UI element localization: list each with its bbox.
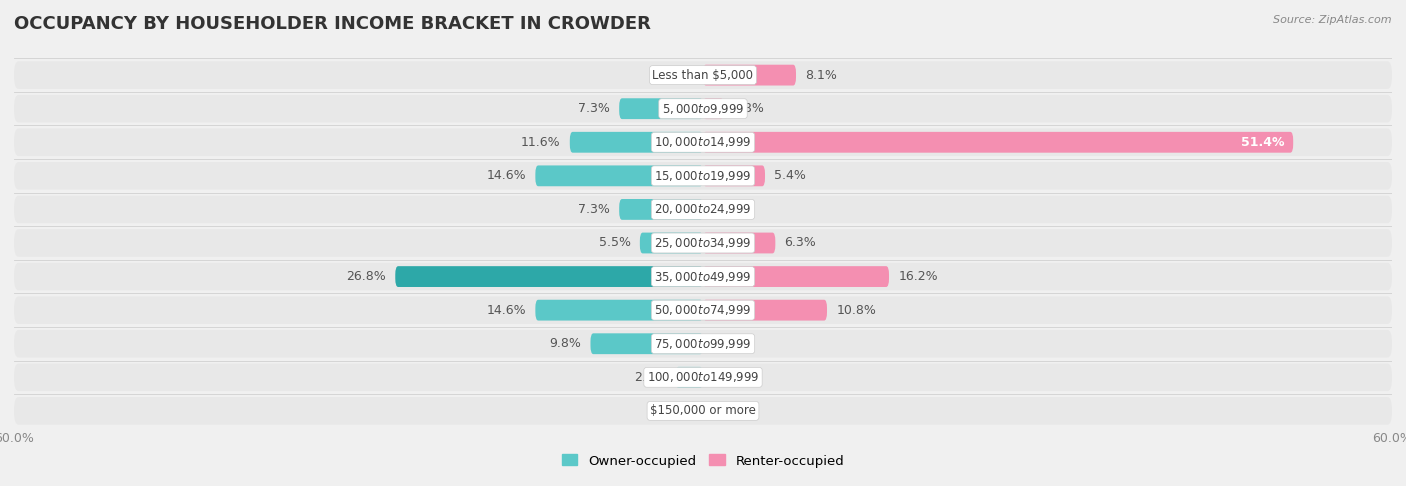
FancyBboxPatch shape: [619, 199, 703, 220]
Text: 14.6%: 14.6%: [486, 169, 526, 182]
FancyBboxPatch shape: [703, 132, 1294, 153]
Text: 51.4%: 51.4%: [1240, 136, 1284, 149]
FancyBboxPatch shape: [14, 296, 1392, 324]
FancyBboxPatch shape: [14, 128, 1392, 156]
Text: $5,000 to $9,999: $5,000 to $9,999: [662, 102, 744, 116]
Text: 9.8%: 9.8%: [550, 337, 581, 350]
Legend: Owner-occupied, Renter-occupied: Owner-occupied, Renter-occupied: [557, 449, 849, 473]
FancyBboxPatch shape: [14, 162, 1392, 190]
FancyBboxPatch shape: [703, 65, 796, 86]
Text: 11.6%: 11.6%: [522, 136, 561, 149]
Text: 0.0%: 0.0%: [662, 404, 693, 417]
FancyBboxPatch shape: [703, 165, 765, 186]
Text: 1.8%: 1.8%: [733, 102, 765, 115]
FancyBboxPatch shape: [675, 367, 703, 388]
FancyBboxPatch shape: [14, 263, 1392, 290]
Text: Source: ZipAtlas.com: Source: ZipAtlas.com: [1274, 15, 1392, 25]
Text: 7.3%: 7.3%: [578, 102, 610, 115]
Text: 16.2%: 16.2%: [898, 270, 938, 283]
FancyBboxPatch shape: [569, 132, 703, 153]
FancyBboxPatch shape: [14, 330, 1392, 358]
Text: Less than $5,000: Less than $5,000: [652, 69, 754, 82]
Text: $75,000 to $99,999: $75,000 to $99,999: [654, 337, 752, 351]
FancyBboxPatch shape: [703, 300, 827, 321]
FancyBboxPatch shape: [14, 397, 1392, 425]
FancyBboxPatch shape: [640, 233, 703, 253]
Text: 0.0%: 0.0%: [713, 371, 744, 384]
Text: 6.3%: 6.3%: [785, 237, 817, 249]
Text: 8.1%: 8.1%: [806, 69, 837, 82]
Text: OCCUPANCY BY HOUSEHOLDER INCOME BRACKET IN CROWDER: OCCUPANCY BY HOUSEHOLDER INCOME BRACKET …: [14, 15, 651, 33]
Text: 10.8%: 10.8%: [837, 304, 876, 317]
Text: 7.3%: 7.3%: [578, 203, 610, 216]
Text: $10,000 to $14,999: $10,000 to $14,999: [654, 135, 752, 149]
Text: 26.8%: 26.8%: [346, 270, 387, 283]
FancyBboxPatch shape: [536, 300, 703, 321]
FancyBboxPatch shape: [395, 266, 703, 287]
FancyBboxPatch shape: [591, 333, 703, 354]
FancyBboxPatch shape: [703, 233, 775, 253]
Text: $25,000 to $34,999: $25,000 to $34,999: [654, 236, 752, 250]
Text: 14.6%: 14.6%: [486, 304, 526, 317]
FancyBboxPatch shape: [14, 196, 1392, 223]
Text: 0.0%: 0.0%: [713, 404, 744, 417]
Text: $20,000 to $24,999: $20,000 to $24,999: [654, 203, 752, 216]
Text: $35,000 to $49,999: $35,000 to $49,999: [654, 270, 752, 283]
FancyBboxPatch shape: [14, 95, 1392, 122]
FancyBboxPatch shape: [14, 229, 1392, 257]
Text: $15,000 to $19,999: $15,000 to $19,999: [654, 169, 752, 183]
Text: 5.4%: 5.4%: [775, 169, 806, 182]
FancyBboxPatch shape: [536, 165, 703, 186]
FancyBboxPatch shape: [703, 98, 724, 119]
Text: 0.0%: 0.0%: [713, 337, 744, 350]
Text: 0.0%: 0.0%: [662, 69, 693, 82]
Text: $50,000 to $74,999: $50,000 to $74,999: [654, 303, 752, 317]
Text: $150,000 or more: $150,000 or more: [650, 404, 756, 417]
FancyBboxPatch shape: [619, 98, 703, 119]
FancyBboxPatch shape: [703, 266, 889, 287]
Text: 5.5%: 5.5%: [599, 237, 631, 249]
Text: 0.0%: 0.0%: [713, 203, 744, 216]
Text: $100,000 to $149,999: $100,000 to $149,999: [647, 370, 759, 384]
FancyBboxPatch shape: [14, 61, 1392, 89]
FancyBboxPatch shape: [14, 364, 1392, 391]
Text: 2.4%: 2.4%: [634, 371, 666, 384]
